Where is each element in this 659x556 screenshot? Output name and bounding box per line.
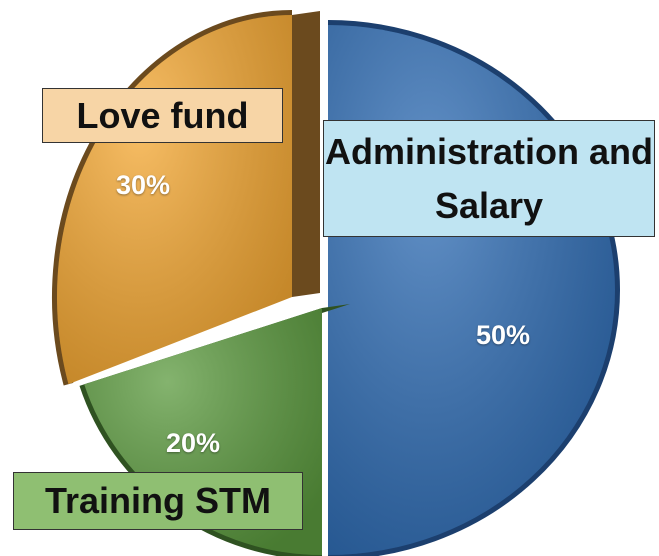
value-label: 50% [476, 320, 531, 350]
category-label: Training STM [13, 472, 303, 530]
category-label: Administration and Salary [323, 120, 655, 237]
slice-shade [56, 15, 293, 385]
value-label: 30% [116, 170, 171, 200]
slice-side [292, 11, 320, 297]
value-label: 20% [166, 428, 221, 458]
category-label: Love fund [42, 88, 283, 143]
slice-shade [328, 25, 615, 555]
